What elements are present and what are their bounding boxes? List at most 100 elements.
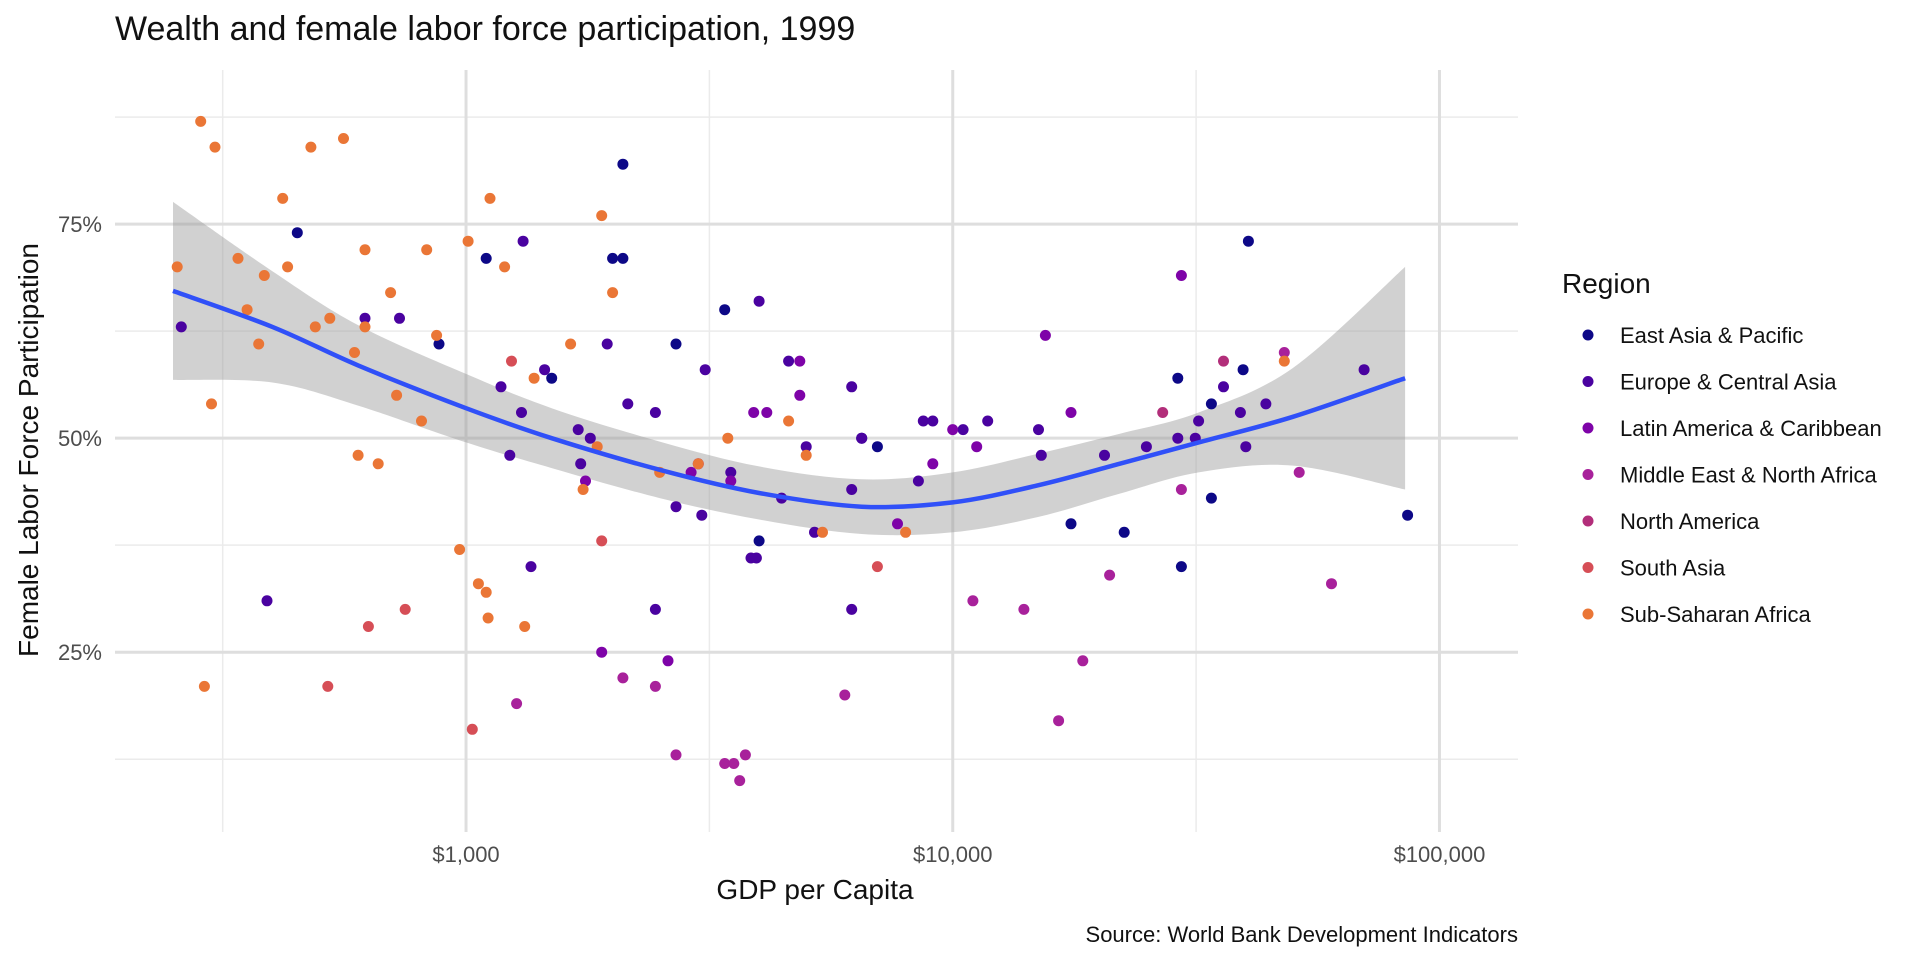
data-point bbox=[957, 424, 969, 436]
data-point bbox=[761, 407, 773, 418]
data-point bbox=[1237, 364, 1249, 376]
legend-swatch bbox=[1582, 376, 1594, 387]
x-tick-labels: $1,000 $10,000 $100,000 bbox=[432, 842, 1485, 867]
data-point bbox=[750, 552, 762, 564]
data-point bbox=[399, 603, 411, 615]
data-point bbox=[1358, 364, 1370, 376]
data-point bbox=[622, 398, 634, 410]
data-point bbox=[504, 449, 516, 461]
data-point bbox=[349, 347, 360, 358]
data-point bbox=[982, 415, 994, 427]
data-point bbox=[232, 252, 244, 264]
data-point bbox=[466, 723, 478, 735]
data-point bbox=[482, 612, 494, 624]
data-point bbox=[900, 526, 912, 538]
data-point bbox=[596, 535, 608, 547]
data-point bbox=[195, 115, 207, 127]
data-point bbox=[1278, 355, 1290, 367]
data-point bbox=[917, 415, 929, 427]
data-point bbox=[1293, 466, 1305, 478]
data-point bbox=[596, 210, 608, 222]
data-point bbox=[809, 526, 820, 538]
data-point bbox=[725, 475, 737, 487]
data-point bbox=[565, 338, 577, 350]
data-point bbox=[394, 312, 405, 324]
data-point bbox=[871, 441, 883, 453]
data-point bbox=[871, 561, 883, 573]
data-point bbox=[261, 595, 273, 607]
smooth-line bbox=[172, 288, 1406, 510]
data-point bbox=[1118, 526, 1130, 538]
data-point bbox=[846, 484, 858, 495]
data-point bbox=[539, 364, 551, 376]
legend-label: Latin America & Caribbean bbox=[1620, 416, 1882, 441]
data-point bbox=[484, 192, 496, 204]
y-tick-labels: 25% 50% 75% bbox=[58, 212, 102, 665]
y-tick-label: 25% bbox=[58, 640, 102, 665]
data-point bbox=[1205, 398, 1217, 410]
data-point bbox=[391, 389, 403, 401]
data-point bbox=[839, 689, 851, 701]
data-point bbox=[794, 355, 806, 367]
data-point bbox=[519, 621, 531, 632]
data-point bbox=[734, 775, 746, 787]
data-point bbox=[1033, 424, 1044, 436]
data-point bbox=[649, 680, 661, 692]
data-point bbox=[800, 449, 812, 461]
data-point bbox=[572, 424, 584, 436]
legend-swatch bbox=[1582, 608, 1594, 620]
y-tick-label: 50% bbox=[58, 426, 102, 451]
data-point bbox=[277, 192, 289, 204]
data-point bbox=[892, 518, 903, 530]
data-point bbox=[607, 287, 619, 299]
data-point bbox=[699, 364, 711, 376]
data-point bbox=[1065, 407, 1077, 418]
data-point bbox=[1234, 407, 1246, 418]
data-point bbox=[209, 141, 221, 153]
data-point bbox=[601, 338, 613, 350]
data-point bbox=[1278, 347, 1290, 358]
data-point bbox=[309, 321, 321, 333]
data-point bbox=[722, 432, 734, 444]
y-tick-label: 75% bbox=[58, 212, 102, 237]
data-point bbox=[617, 158, 629, 170]
data-point bbox=[431, 329, 443, 341]
data-point bbox=[433, 338, 445, 350]
data-point bbox=[692, 458, 704, 470]
data-point bbox=[1018, 603, 1030, 615]
data-point bbox=[719, 304, 731, 316]
data-point bbox=[506, 355, 517, 367]
legend-label: Europe & Central Asia bbox=[1620, 370, 1837, 395]
legend-swatch bbox=[1582, 515, 1594, 527]
data-point bbox=[1053, 715, 1065, 727]
confidence-band-layer bbox=[173, 201, 1406, 536]
legend-swatch bbox=[1582, 422, 1594, 434]
data-point bbox=[1205, 492, 1217, 504]
data-point bbox=[206, 398, 217, 410]
data-point bbox=[649, 603, 661, 615]
data-point bbox=[372, 458, 384, 470]
data-point bbox=[241, 304, 253, 316]
data-point bbox=[517, 235, 529, 247]
smooth-line-layer bbox=[172, 288, 1406, 510]
data-point bbox=[1035, 449, 1047, 461]
data-point bbox=[584, 432, 596, 444]
data-point bbox=[1240, 441, 1252, 453]
data-point bbox=[753, 295, 765, 307]
data-point bbox=[927, 458, 939, 470]
data-point bbox=[480, 252, 492, 264]
x-tick-label: $10,000 bbox=[913, 842, 993, 867]
legend-label: South Asia bbox=[1620, 556, 1726, 581]
legend: Region East Asia & Pacific Europe & Centr… bbox=[1562, 268, 1882, 627]
data-point bbox=[1140, 441, 1152, 453]
data-point bbox=[728, 758, 740, 769]
data-point bbox=[1402, 509, 1414, 521]
data-point bbox=[947, 424, 959, 436]
data-point bbox=[670, 749, 682, 761]
data-point bbox=[198, 680, 210, 692]
data-point bbox=[511, 698, 523, 710]
data-point bbox=[607, 252, 619, 264]
data-point bbox=[253, 338, 265, 350]
data-point bbox=[1218, 381, 1229, 393]
